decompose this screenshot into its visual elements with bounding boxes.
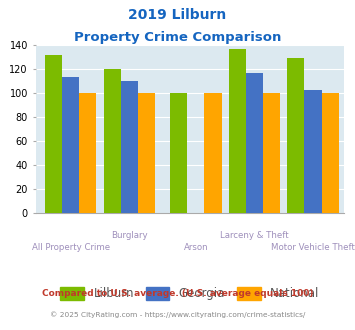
Bar — [121, 81, 138, 213]
Text: Arson: Arson — [184, 244, 208, 252]
Legend: Lilburn, Georgia, National: Lilburn, Georgia, National — [56, 283, 324, 305]
Text: Compared to U.S. average. (U.S. average equals 100): Compared to U.S. average. (U.S. average … — [42, 289, 313, 298]
Text: Burglary: Burglary — [111, 231, 148, 240]
Bar — [138, 93, 155, 213]
Text: Larceny & Theft: Larceny & Theft — [220, 231, 289, 240]
Text: Property Crime Comparison: Property Crime Comparison — [74, 31, 281, 44]
Bar — [104, 69, 121, 213]
Bar — [229, 50, 246, 213]
Bar — [62, 77, 79, 213]
Text: © 2025 CityRating.com - https://www.cityrating.com/crime-statistics/: © 2025 CityRating.com - https://www.city… — [50, 311, 305, 317]
Bar — [287, 58, 305, 213]
Bar — [305, 90, 322, 213]
Text: All Property Crime: All Property Crime — [32, 244, 110, 252]
Bar — [246, 73, 263, 213]
Bar — [263, 93, 280, 213]
Bar — [170, 93, 187, 213]
Bar — [204, 93, 222, 213]
Text: Motor Vehicle Theft: Motor Vehicle Theft — [271, 244, 355, 252]
Text: 2019 Lilburn: 2019 Lilburn — [129, 8, 226, 22]
Bar — [322, 93, 339, 213]
Bar — [79, 93, 97, 213]
Bar — [45, 55, 62, 213]
